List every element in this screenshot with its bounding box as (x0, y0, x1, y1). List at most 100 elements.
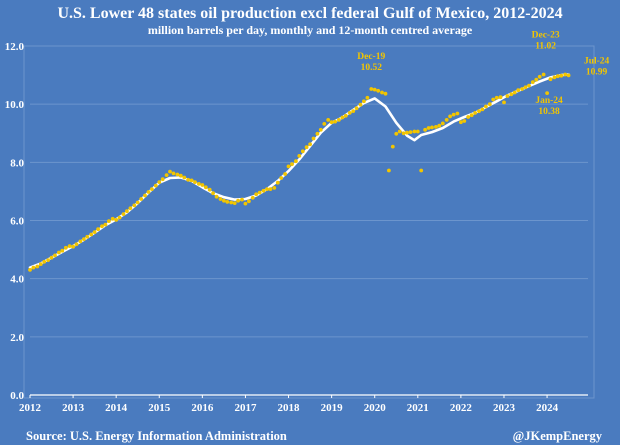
monthly-point (182, 175, 187, 180)
monthly-point (28, 268, 32, 272)
monthly-point (505, 94, 510, 98)
chart-title: U.S. Lower 48 states oil production excl… (57, 5, 562, 22)
monthly-point (434, 125, 438, 129)
monthly-point (175, 172, 180, 177)
y-tick-label: 12.0 (5, 41, 25, 53)
monthly-point (397, 129, 402, 134)
monthly-point (197, 182, 201, 186)
monthly-point (534, 77, 539, 82)
monthly-point (541, 72, 546, 77)
monthly-point (247, 199, 251, 204)
monthly-point (318, 127, 323, 132)
monthly-point (462, 119, 467, 123)
x-tick-label: 2022 (450, 402, 473, 414)
monthly-point (222, 198, 226, 203)
monthly-point (477, 109, 481, 113)
monthly-point (448, 114, 452, 119)
monthly-point (390, 144, 395, 149)
author-credit: @JKempEnergy (513, 429, 603, 443)
monthly-point (566, 73, 571, 78)
monthly-point (283, 172, 287, 176)
monthly-point (117, 215, 122, 220)
y-tick-label: 4.0 (10, 274, 24, 286)
monthly-point (236, 198, 241, 203)
monthly-point (125, 209, 129, 214)
annotation-label: Jul-24 (584, 56, 610, 66)
monthly-point (290, 162, 294, 167)
monthly-point (35, 264, 40, 269)
monthly-point (229, 200, 234, 205)
monthly-point (49, 255, 54, 260)
annotation-label: Jan-24 (535, 96, 563, 106)
monthly-point (527, 83, 531, 88)
monthly-point (153, 183, 158, 188)
monthly-point (563, 72, 568, 77)
monthly-point (369, 87, 374, 91)
source-note: Source: U.S. Energy Information Administ… (26, 429, 287, 443)
monthly-point (82, 237, 86, 242)
annotation-value: 11.02 (535, 42, 556, 52)
monthly-point (164, 173, 169, 178)
monthly-point (300, 149, 305, 154)
monthly-point (423, 127, 427, 132)
monthly-point (559, 73, 564, 78)
monthly-point (459, 120, 463, 125)
monthly-point (440, 121, 445, 126)
monthly-point (358, 102, 363, 107)
annotation-label: Dec-23 (532, 31, 560, 41)
monthly-point (275, 180, 280, 185)
monthly-point (340, 115, 345, 120)
monthly-point (405, 130, 409, 135)
monthly-point (150, 187, 154, 192)
monthly-point (329, 120, 334, 125)
monthly-point (322, 122, 327, 126)
monthly-point (308, 142, 312, 147)
monthly-point (250, 195, 255, 200)
monthly-point (203, 185, 208, 190)
monthly-point (178, 173, 183, 178)
monthly-point (311, 136, 316, 141)
monthly-point (265, 187, 269, 192)
y-tick-label: 2.0 (10, 332, 24, 344)
monthly-point (57, 250, 61, 255)
monthly-series (28, 72, 571, 272)
monthly-point (60, 248, 65, 253)
monthly-point (171, 171, 176, 176)
monthly-point (294, 159, 298, 164)
monthly-point (530, 80, 535, 84)
monthly-point (211, 191, 216, 196)
monthly-point (394, 131, 399, 136)
monthly-point (537, 74, 542, 79)
monthly-point (351, 109, 356, 113)
monthly-point (193, 180, 197, 185)
x-tick-label: 2013 (62, 402, 85, 414)
monthly-point (466, 115, 471, 119)
x-tick-label: 2012 (19, 402, 42, 414)
monthly-point (469, 113, 474, 118)
monthly-point (240, 197, 244, 202)
monthly-point (383, 91, 388, 96)
monthly-point (207, 187, 212, 192)
monthly-point (121, 212, 126, 217)
monthly-point (160, 177, 165, 182)
monthly-point (408, 130, 413, 135)
monthly-point (415, 129, 420, 134)
monthly-point (491, 97, 496, 102)
monthly-point (419, 168, 424, 173)
y-tick-label: 10.0 (5, 99, 25, 111)
y-tick-label: 8.0 (10, 157, 24, 169)
monthly-point (362, 99, 366, 104)
monthly-point (42, 259, 47, 264)
axes: 0.0 2.0 4.0 6.0 8.0 10.0 12.0 2012 2013 2014 2015 2… (5, 41, 588, 414)
monthly-point (268, 187, 273, 192)
monthly-point (516, 88, 521, 93)
monthly-point (143, 193, 147, 198)
monthly-point (286, 164, 291, 169)
monthly-point (512, 90, 517, 95)
monthly-point (78, 239, 83, 244)
monthly-point (343, 113, 348, 118)
monthly-point (107, 219, 111, 224)
monthly-point (297, 154, 302, 158)
